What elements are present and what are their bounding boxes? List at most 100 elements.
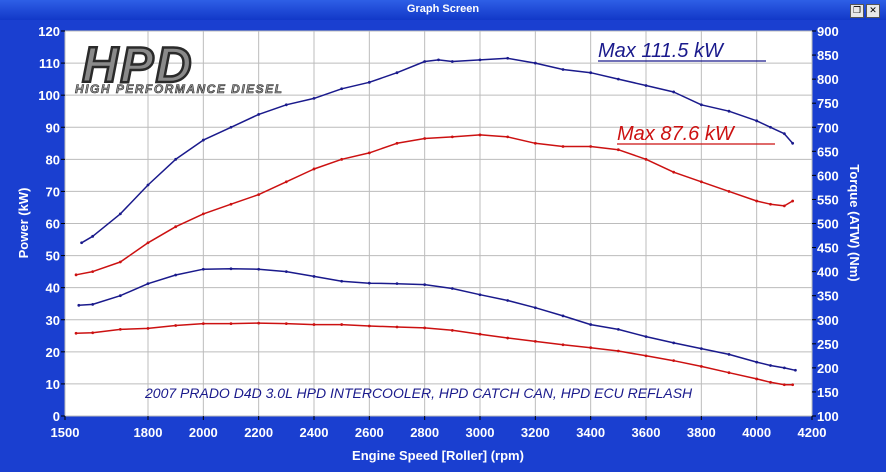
y2-ticks: 100 150 200 250 300 350 400 450 500 550 600 650 700 7… xyxy=(812,24,839,424)
series-group xyxy=(74,56,797,387)
data-point xyxy=(589,323,593,326)
x-tick-label: 4000 xyxy=(742,425,771,440)
data-point xyxy=(727,353,731,356)
data-point xyxy=(201,138,205,142)
y-tick-label: 110 xyxy=(39,56,60,71)
y2-tick-label: 150 xyxy=(817,385,839,400)
y-axis-label: Power (kW) xyxy=(16,188,31,259)
data-point xyxy=(174,157,178,161)
data-point xyxy=(791,199,795,203)
data-point xyxy=(77,303,81,307)
data-point xyxy=(118,260,122,264)
data-point xyxy=(769,202,772,206)
data-point xyxy=(644,84,648,87)
data-point xyxy=(769,364,772,367)
y-tick-label: 80 xyxy=(46,152,60,167)
y2-tick-label: 500 xyxy=(817,217,839,232)
y2-tick-label: 900 xyxy=(817,24,839,39)
data-point xyxy=(312,167,316,171)
data-point xyxy=(340,157,344,161)
y2-axis-label: Torque (ATW) (Nm) xyxy=(847,164,862,281)
data-point xyxy=(174,225,178,229)
data-point xyxy=(533,306,537,310)
y-tick-label: 120 xyxy=(38,24,60,39)
data-point xyxy=(118,327,122,331)
x-tick-label: 3800 xyxy=(687,425,716,440)
y2-tick-label: 200 xyxy=(817,361,839,376)
data-point xyxy=(533,61,537,65)
data-point xyxy=(423,137,427,140)
y2-tick-label: 300 xyxy=(817,313,839,328)
x-axis-label: Engine Speed [Roller] (rpm) xyxy=(352,448,524,463)
y2-tick-label: 550 xyxy=(817,192,839,207)
data-point xyxy=(340,323,344,326)
data-point xyxy=(367,324,371,328)
data-point xyxy=(450,60,454,63)
data-point xyxy=(616,327,620,331)
data-point xyxy=(367,281,371,285)
data-point xyxy=(257,193,261,197)
data-point xyxy=(395,71,399,75)
data-point xyxy=(755,199,759,203)
data-point xyxy=(755,377,759,381)
data-point xyxy=(437,58,440,62)
data-point xyxy=(367,151,371,155)
data-point xyxy=(478,332,482,336)
close-icon[interactable]: ✕ xyxy=(866,4,880,18)
data-point xyxy=(478,133,482,137)
data-point xyxy=(791,383,795,387)
data-point xyxy=(257,321,261,325)
data-point xyxy=(450,135,454,139)
y2-tick-label: 450 xyxy=(817,241,839,256)
data-point xyxy=(450,328,454,332)
data-point xyxy=(340,87,344,91)
y2-tick-label: 750 xyxy=(817,96,839,111)
y-tick-label: 40 xyxy=(46,281,60,296)
window-title: Graph Screen xyxy=(406,3,480,15)
data-point xyxy=(450,287,454,290)
data-point xyxy=(782,204,786,208)
data-point xyxy=(395,141,399,145)
data-point xyxy=(561,145,565,148)
data-point xyxy=(794,368,797,372)
data-point xyxy=(672,359,676,363)
data-point xyxy=(644,335,648,338)
hpd-logo: HPD HIGH PERFORMANCE DIESEL xyxy=(75,36,283,97)
logo-main: HPD xyxy=(82,37,194,93)
data-point xyxy=(201,322,205,325)
x-tick-label: 4200 xyxy=(798,425,827,440)
data-point xyxy=(284,103,288,107)
data-point xyxy=(91,331,95,335)
data-point xyxy=(561,68,565,71)
data-point xyxy=(644,157,648,161)
x-tick-label: 2400 xyxy=(300,425,329,440)
data-point xyxy=(146,183,150,187)
data-point xyxy=(506,135,510,139)
y-tick-label: 50 xyxy=(46,249,60,264)
data-point xyxy=(506,56,510,60)
title-bar: Graph Screen ❐ ✕ xyxy=(0,0,886,20)
data-point xyxy=(699,365,703,368)
data-point xyxy=(229,267,233,271)
x-ticks: 1500 1800 2000 2200 2400 2600 2800 3000 3200 3400… xyxy=(51,416,827,440)
data-point xyxy=(91,302,95,306)
data-point xyxy=(91,234,95,238)
x-tick-label: 2800 xyxy=(410,425,439,440)
restore-icon[interactable]: ❐ xyxy=(850,4,864,18)
data-point xyxy=(506,336,510,340)
data-point xyxy=(727,371,731,375)
x-tick-label: 2600 xyxy=(355,425,384,440)
data-point xyxy=(616,148,620,152)
data-point xyxy=(229,202,233,206)
data-point xyxy=(782,366,786,370)
data-point xyxy=(478,293,482,297)
data-point xyxy=(395,325,399,329)
max-red-label: Max 87.6 kW xyxy=(617,123,736,145)
data-point xyxy=(589,145,593,148)
data-point xyxy=(672,341,676,345)
run-note: 2007 PRADO D4D 3.0L HPD INTERCOOLER, HPD… xyxy=(144,385,693,401)
data-point xyxy=(284,270,288,274)
data-point xyxy=(312,323,316,326)
